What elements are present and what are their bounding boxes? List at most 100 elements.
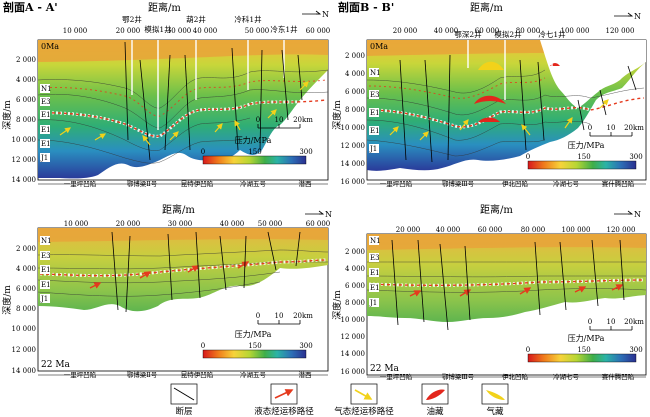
svg-text:N1: N1 bbox=[370, 237, 381, 245]
svg-text:4 000: 4 000 bbox=[345, 265, 365, 273]
svg-text:8 000: 8 000 bbox=[345, 106, 365, 114]
svg-text:E1: E1 bbox=[370, 109, 380, 117]
structural-units: 一里坪凹陷 鄂博梁Ⅱ号 昆特伊凹陷 冷湖五号 潜西 bbox=[38, 370, 328, 379]
svg-text:4 000: 4 000 bbox=[345, 70, 365, 78]
svg-text:10: 10 bbox=[275, 312, 284, 320]
svg-text:8 000: 8 000 bbox=[16, 305, 36, 313]
svg-text:4 000: 4 000 bbox=[16, 265, 36, 273]
x-tick: 100 000 bbox=[561, 27, 590, 35]
svg-text:300: 300 bbox=[629, 346, 642, 354]
svg-text:E3: E3 bbox=[41, 252, 51, 260]
svg-text:6 000: 6 000 bbox=[345, 88, 365, 96]
svg-text:0: 0 bbox=[526, 153, 530, 161]
svg-text:N: N bbox=[634, 12, 641, 21]
svg-text:150: 150 bbox=[248, 148, 261, 156]
north-arrow: N bbox=[302, 10, 329, 19]
time-label: 0Ma bbox=[41, 42, 59, 51]
svg-text:J1: J1 bbox=[40, 154, 48, 162]
svg-text:10: 10 bbox=[607, 318, 616, 326]
svg-text:20km: 20km bbox=[624, 318, 644, 326]
svg-text:16 000: 16 000 bbox=[341, 368, 366, 376]
scale-bar: 0 10 20km bbox=[588, 318, 644, 331]
svg-text:14 000: 14 000 bbox=[341, 160, 366, 168]
well-lines bbox=[131, 40, 285, 130]
svg-text:12 000: 12 000 bbox=[341, 333, 366, 341]
svg-text:10 000: 10 000 bbox=[12, 325, 37, 333]
depth-label: 深度/m bbox=[1, 100, 13, 130]
scale-bar: 0 10 20km bbox=[256, 116, 313, 129]
fault-lines bbox=[111, 231, 301, 313]
legend-oil-pool: 油藏 bbox=[421, 383, 449, 417]
structural-units: 一里坪凹陷 鄂博梁Ⅲ号 伊北凹陷 冷湖七号 赛什腾凹陷 bbox=[367, 372, 646, 381]
svg-text:J1: J1 bbox=[40, 295, 48, 303]
svg-text:2 000: 2 000 bbox=[345, 248, 365, 256]
legend-gas-pool-label: 气藏 bbox=[486, 406, 504, 417]
depth-label: 深度/m bbox=[331, 290, 343, 320]
well-label: 冷东1井 bbox=[270, 24, 298, 34]
depth-label: 深度/m bbox=[331, 100, 343, 130]
svg-text:300: 300 bbox=[629, 153, 642, 161]
svg-text:E3: E3 bbox=[41, 98, 51, 106]
x-tick: 30 000 bbox=[167, 27, 192, 35]
svg-text:鄂博梁Ⅱ号: 鄂博梁Ⅱ号 bbox=[127, 179, 158, 188]
svg-text:N1: N1 bbox=[41, 85, 52, 93]
svg-text:冷湖五号: 冷湖五号 bbox=[240, 370, 267, 379]
section-title-a: 剖面A - A' bbox=[3, 0, 58, 14]
gas-pool bbox=[478, 61, 504, 70]
svg-text:N: N bbox=[325, 210, 332, 219]
svg-text:N: N bbox=[634, 210, 641, 219]
legend-fault-label: 断层 bbox=[175, 406, 192, 417]
svg-text:鄂博梁Ⅲ号: 鄂博梁Ⅲ号 bbox=[442, 179, 475, 188]
distance-label: 距离/m bbox=[480, 203, 513, 216]
svg-text:一里坪凹陷: 一里坪凹陷 bbox=[64, 179, 97, 188]
svg-text:12 000: 12 000 bbox=[12, 156, 37, 164]
svg-text:昆特伊凹陷: 昆特伊凹陷 bbox=[181, 370, 214, 379]
svg-text:0: 0 bbox=[588, 124, 592, 132]
x-tick: 60 000 bbox=[306, 27, 331, 35]
x-tick: 100 000 bbox=[562, 226, 591, 234]
svg-text:20km: 20km bbox=[293, 312, 313, 320]
x-tick: 20 000 bbox=[393, 27, 418, 35]
gas-arrows bbox=[389, 99, 609, 141]
svg-text:压力/MPa: 压力/MPa bbox=[235, 329, 272, 339]
x-tick: 60 000 bbox=[478, 226, 503, 234]
x-tick-labels: 10 000 20 000 30 000 40 000 50 000 60 00… bbox=[63, 27, 331, 35]
svg-text:鄂博梁Ⅲ号: 鄂博梁Ⅲ号 bbox=[442, 372, 475, 381]
svg-text:潜西: 潜西 bbox=[299, 179, 313, 188]
north-arrow: N bbox=[305, 210, 332, 219]
svg-text:2 000: 2 000 bbox=[16, 245, 36, 253]
structural-units: 一里坪凹陷 鄂博梁Ⅲ号 伊北凹陷 冷湖七号 赛什腾凹陷 bbox=[367, 179, 646, 188]
well-label: 鄂2井 bbox=[122, 14, 142, 24]
svg-text:0: 0 bbox=[256, 116, 260, 124]
oil-pool bbox=[478, 117, 500, 122]
svg-text:冷湖五号: 冷湖五号 bbox=[240, 179, 267, 188]
svg-text:E1: E1 bbox=[41, 140, 51, 148]
svg-text:300: 300 bbox=[299, 148, 312, 156]
svg-text:压力/MPa: 压力/MPa bbox=[568, 333, 605, 343]
svg-text:N1: N1 bbox=[41, 237, 52, 245]
svg-text:12 000: 12 000 bbox=[341, 142, 366, 150]
svg-text:6 000: 6 000 bbox=[345, 282, 365, 290]
pressure-field bbox=[367, 234, 646, 322]
svg-text:E1: E1 bbox=[41, 126, 51, 134]
svg-text:150: 150 bbox=[577, 346, 590, 354]
panel-b-22ma: 距离/m N 20 000 40 000 60 000 80 000 100 0… bbox=[331, 203, 647, 381]
liquid-arrows bbox=[89, 261, 250, 289]
svg-text:E1: E1 bbox=[370, 269, 380, 277]
panel-b-0ma: 剖面B - B' 距离/m N 20 000 40 000 60 000 80 … bbox=[331, 0, 647, 188]
svg-text:压力/MPa: 压力/MPa bbox=[235, 135, 272, 145]
legend-liquid-label: 液态烃运移路径 bbox=[254, 406, 314, 417]
svg-text:一里坪凹陷: 一里坪凹陷 bbox=[64, 370, 97, 379]
well-label: 鄂深2井 bbox=[454, 29, 482, 39]
x-tick: 40 000 bbox=[220, 220, 245, 228]
svg-text:E1: E1 bbox=[370, 127, 380, 135]
svg-text:一里坪凹陷: 一里坪凹陷 bbox=[380, 179, 413, 188]
x-tick: 50 000 bbox=[245, 27, 270, 35]
svg-text:昆特伊凹陷: 昆特伊凹陷 bbox=[181, 179, 214, 188]
svg-text:14 000: 14 000 bbox=[12, 176, 37, 184]
legend: 断层 液态烃运移路径 气态烃运移路径 油藏 气藏 bbox=[170, 383, 509, 417]
well-label: 模拟1井 bbox=[144, 24, 172, 34]
distance-label: 距离/m bbox=[162, 203, 195, 216]
svg-text:鄂博梁Ⅱ号: 鄂博梁Ⅱ号 bbox=[127, 370, 158, 379]
